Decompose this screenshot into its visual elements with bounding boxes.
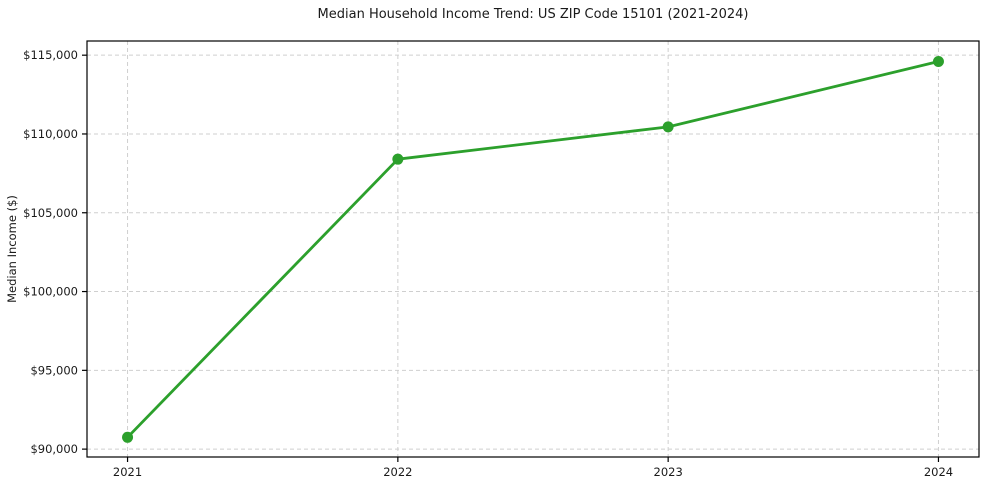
y-tick-label: $95,000: [30, 363, 78, 377]
x-tick-label: 2024: [924, 465, 953, 479]
y-tick-label: $105,000: [23, 206, 78, 220]
chart-title: Median Household Income Trend: US ZIP Co…: [317, 7, 749, 22]
trend-line: [126, 60, 940, 439]
x-tick-label: 2023: [654, 465, 683, 479]
data-point-2023: [662, 121, 674, 133]
y-tick-label: $100,000: [23, 285, 78, 299]
x-tick-label: 2022: [383, 465, 412, 479]
y-tick-label: $110,000: [23, 127, 78, 141]
y-tick-label: $115,000: [23, 48, 78, 62]
plot-frame: [86, 40, 980, 458]
y-tick-label: $90,000: [30, 442, 78, 456]
data-point-2022: [392, 153, 404, 165]
data-point-2024: [932, 55, 944, 67]
x-tick-label: 2021: [113, 465, 142, 479]
data-point-2021: [122, 431, 134, 443]
